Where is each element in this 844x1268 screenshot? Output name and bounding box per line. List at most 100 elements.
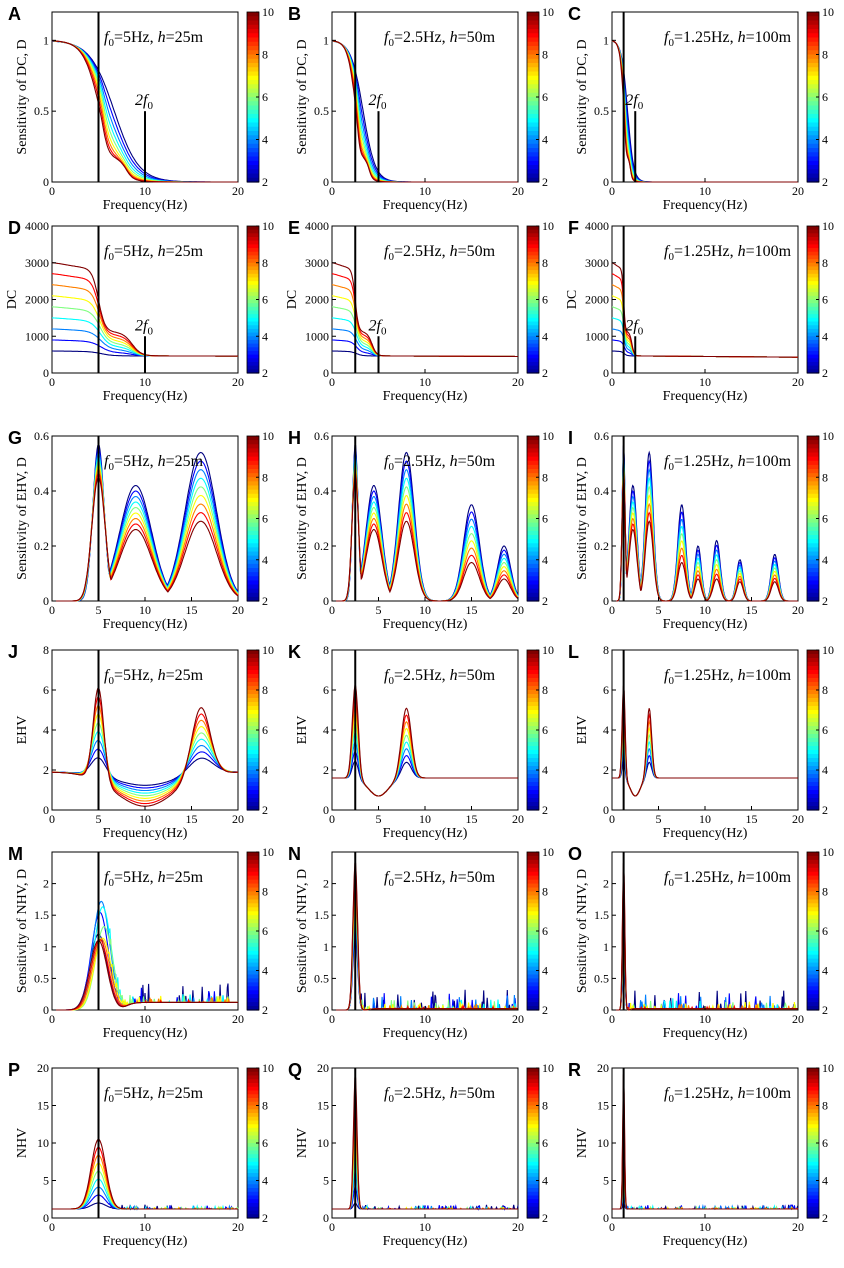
colorbar-segment — [807, 539, 819, 544]
h-symbol: h — [738, 869, 746, 886]
f0-value: =5Hz, — [114, 667, 158, 684]
y-axis-label: EHV — [15, 716, 30, 745]
colorbar-tick-label: 10 — [262, 219, 274, 233]
colorbar-segment — [527, 518, 539, 524]
colorbar-segment — [807, 1195, 819, 1200]
colorbar-segment — [527, 63, 539, 68]
colorbar-segment — [247, 742, 259, 747]
colorbar-segment — [807, 303, 819, 308]
colorbar-segment — [247, 75, 259, 81]
colorbar-segment — [247, 262, 259, 268]
colorbar-segment — [247, 1101, 259, 1107]
colorbar-tick-label: 4 — [822, 763, 828, 777]
colorbar-segment — [247, 730, 259, 735]
colorbar-tick-label: 8 — [822, 256, 828, 270]
colorbar-segment — [527, 460, 539, 466]
colorbar-segment — [527, 1086, 539, 1092]
colorbar-segment — [247, 139, 259, 145]
y-axis-label: Sensitivity of DC, D — [15, 39, 30, 154]
colorbar-segment — [527, 786, 539, 791]
colorbar: 2 4 6 8 10 — [526, 219, 554, 380]
colorbar-segment — [247, 1131, 259, 1137]
two-f0-subscript: 0 — [381, 325, 387, 337]
colorbar-segment — [527, 526, 539, 532]
colorbar-segment — [807, 530, 819, 536]
colorbar-segment — [527, 336, 539, 341]
colorbar-segment — [807, 473, 819, 478]
colorbar-tick-label: 2 — [262, 803, 268, 817]
colorbar-segment — [247, 974, 259, 979]
h-value: =50m — [458, 869, 496, 886]
colorbar-segment — [247, 568, 259, 573]
colorbar-segment — [247, 718, 259, 723]
h-value: =25m — [166, 1085, 204, 1102]
colorbar-segment — [527, 118, 539, 124]
x-axis-label: Frequency(Hz) — [103, 617, 188, 632]
y-tick-label: 5 — [43, 1174, 49, 1188]
colorbar-segment — [807, 321, 819, 326]
f0-subscript: 0 — [388, 251, 394, 263]
x-tick-label: 20 — [232, 1220, 244, 1234]
colorbar-segment — [247, 339, 259, 345]
colorbar-segment — [247, 1094, 259, 1099]
colorbar-segment — [527, 942, 539, 948]
colorbar-segment — [247, 436, 259, 441]
y-tick-label: 1 — [603, 33, 609, 47]
colorbar-segment — [247, 658, 259, 663]
colorbar-tick-label: 2 — [822, 1211, 828, 1225]
colorbar-segment — [807, 448, 819, 454]
f0-value: =5Hz, — [114, 29, 158, 46]
colorbar-segment — [807, 343, 819, 348]
colorbar-tick-label: 6 — [542, 1136, 548, 1150]
colorbar-segment — [807, 734, 819, 739]
x-tick-label: 20 — [232, 375, 244, 389]
y-tick-label: 2000 — [585, 293, 609, 307]
f0-value: =2.5Hz, — [394, 453, 450, 470]
y-tick-label: 0.6 — [594, 429, 609, 443]
colorbar-segment — [247, 173, 259, 179]
panel-letter: I — [568, 428, 573, 448]
x-tick-label: 20 — [792, 1012, 804, 1026]
colorbar-segment — [807, 754, 819, 759]
colorbar-segment — [527, 686, 539, 691]
x-axis-label: Frequency(Hz) — [663, 617, 748, 632]
y-tick-label: 20 — [317, 1061, 329, 1075]
colorbar-tick-label: 2 — [542, 594, 548, 608]
y-tick-label: 0.5 — [594, 971, 609, 985]
colorbar-segment — [807, 923, 819, 928]
x-tick-label: 10 — [419, 603, 431, 617]
colorbar-segment — [807, 658, 819, 663]
colorbar-segment — [247, 535, 259, 540]
f0-subscript: 0 — [108, 675, 114, 687]
colorbar-segment — [247, 919, 259, 924]
y-tick-label: 3000 — [305, 256, 329, 270]
colorbar-segment — [807, 1150, 819, 1155]
colorbar-segment — [807, 1086, 819, 1092]
colorbar-segment — [807, 251, 819, 256]
colorbar-segment — [247, 54, 259, 60]
colorbar-segment — [247, 350, 259, 356]
colorbar-tick-label: 6 — [542, 512, 548, 526]
series-line-10 — [332, 1077, 518, 1210]
colorbar-segment — [247, 966, 259, 972]
colorbar-segment — [807, 1128, 819, 1133]
colorbar-segment — [807, 722, 819, 727]
colorbar-segment — [247, 580, 259, 586]
colorbar-segment — [247, 244, 259, 249]
x-tick-label: 10 — [419, 184, 431, 198]
colorbar-segment — [807, 559, 819, 565]
colorbar-segment — [247, 1154, 259, 1159]
colorbar-segment — [807, 469, 819, 474]
colorbar-segment — [527, 347, 539, 352]
colorbar-segment — [527, 698, 539, 703]
h-symbol: h — [450, 869, 458, 886]
x-tick-label: 20 — [792, 603, 804, 617]
colorbar: 2 4 6 8 10 — [246, 219, 274, 380]
y-tick-label: 0.5 — [34, 104, 49, 118]
case-annotation: f0=5Hz, h=25m — [104, 1085, 204, 1105]
x-tick-label: 10 — [139, 1220, 151, 1234]
colorbar-segment — [527, 160, 539, 166]
